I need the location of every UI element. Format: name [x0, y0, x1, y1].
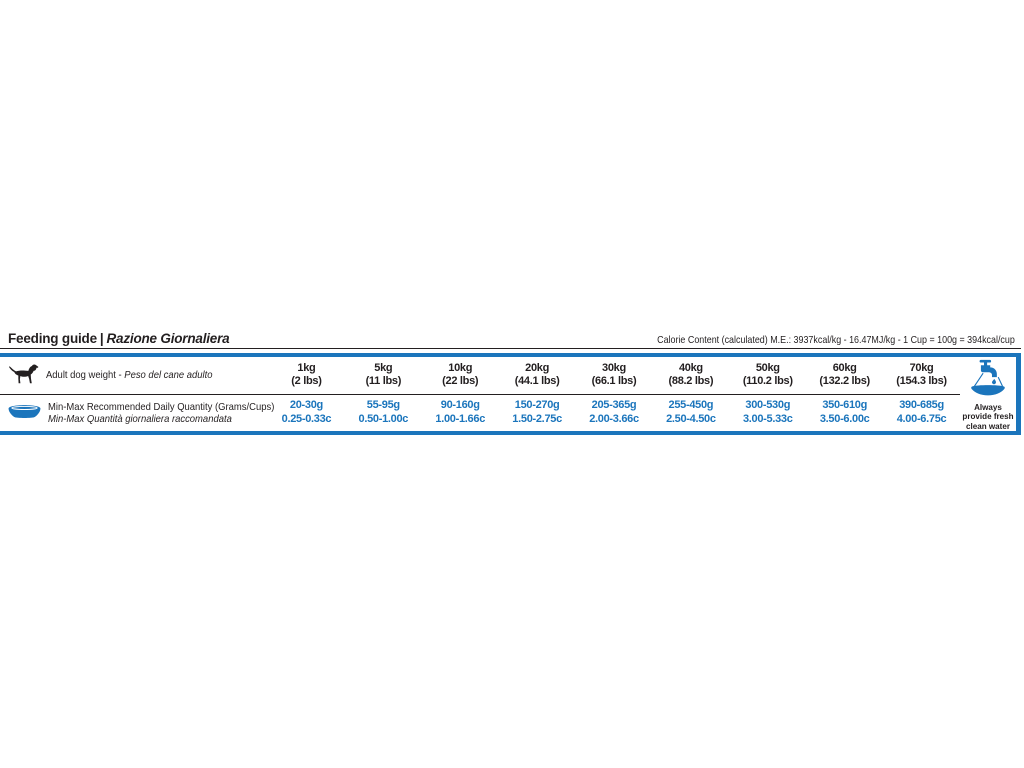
quantity-cell-5kg: 55-95g 0.50-1.00c: [345, 399, 422, 426]
quantity-cell-30kg: 205-365g 2.00-3.66c: [576, 399, 653, 426]
title-italian: Razione Giornaliera: [106, 330, 230, 346]
quantity-grams: 350-610g: [822, 399, 868, 411]
fresh-water-note: Always provide fresh clean water: [962, 401, 1014, 431]
weight-lbs: (2 lbs): [291, 375, 322, 387]
quantity-grams: 150-270g: [514, 399, 560, 411]
weight-label-english: Adult dog weight -: [46, 369, 125, 381]
weight-kg: 20kg: [525, 361, 550, 374]
quantity-label-italian: Min-Max Quantità giornaliera raccomandat…: [48, 412, 232, 425]
quantity-cups: 0.50-1.00c: [358, 412, 409, 425]
title-separator: |: [99, 330, 104, 346]
dog-silhouette-icon: [8, 364, 39, 386]
weight-cell-1kg: 1kg (2 lbs): [268, 362, 345, 389]
feeding-table-main: Adult dog weight - Peso del cane adulto …: [0, 357, 960, 432]
quantity-row: Min-Max Recommended Daily Quantity (Gram…: [0, 395, 960, 430]
quantity-cell-60kg: 350-610g 3.50-6.00c: [806, 399, 883, 426]
quantity-cell-1kg: 20-30g 0.25-0.33c: [268, 399, 345, 426]
feeding-guide-section: Feeding guide | Razione Giornaliera Calori…: [0, 331, 1021, 435]
weight-cell-5kg: 5kg (11 lbs): [345, 362, 422, 389]
weight-lbs: (22 lbs): [442, 375, 479, 387]
weight-kg: 40kg: [678, 361, 703, 374]
quantity-grams: 90-160g: [440, 399, 480, 411]
weight-row-label: Adult dog weight - Peso del cane adulto: [0, 364, 268, 386]
quantity-grams: 300-530g: [745, 399, 791, 411]
food-bowl-icon: [8, 405, 41, 420]
weight-kg: 5kg: [374, 361, 393, 374]
weight-row: Adult dog weight - Peso del cane adulto …: [0, 357, 960, 394]
weight-lbs: (44.1 lbs): [514, 375, 560, 387]
quantity-grams: 255-450g: [668, 399, 714, 411]
quantity-cups: 3.00-5.33c: [742, 412, 793, 425]
quantity-cups: 0.25-0.33c: [281, 412, 332, 425]
quantity-grams: 390-685g: [899, 399, 944, 411]
water-tap-icon: [968, 359, 1008, 403]
quantity-cups: 3.50-6.00c: [819, 412, 870, 425]
weight-lbs: (154.3 lbs): [896, 375, 947, 387]
weight-lbs: (66.1 lbs): [591, 375, 637, 387]
weight-kg: 10kg: [448, 361, 473, 374]
weight-columns: 1kg (2 lbs) 5kg (11 lbs) 10kg (22 lbs) 20kg (44…: [268, 357, 960, 394]
weight-kg: 30kg: [602, 361, 626, 374]
weight-cell-30kg: 30kg (66.1 lbs): [576, 362, 653, 389]
quantity-cell-20kg: 150-270g 1.50-2.75c: [499, 399, 576, 426]
weight-lbs: (132.2 lbs): [819, 375, 870, 387]
weight-label-italian: Peso del cane adulto: [124, 369, 213, 381]
weight-lbs: (88.2 lbs): [668, 375, 714, 387]
feeding-guide-header: Feeding guide | Razione Giornaliera Calori…: [0, 331, 1021, 349]
row-divider-line: [0, 393, 960, 395]
weight-row-label-text: Adult dog weight - Peso del cane adulto: [46, 369, 213, 381]
quantity-cell-50kg: 300-530g 3.00-5.33c: [729, 399, 806, 426]
weight-cell-60kg: 60kg (132.2 lbs): [806, 362, 883, 389]
quantity-cups: 2.50-4.50c: [666, 412, 716, 425]
calorie-content-note: Calorie Content (calculated) M.E.: 3937k…: [657, 333, 1015, 346]
quantity-cups: 4.00-6.75c: [896, 412, 947, 425]
weight-kg: 50kg: [755, 361, 780, 374]
quantity-grams: 55-95g: [366, 399, 400, 411]
weight-cell-10kg: 10kg (22 lbs): [422, 362, 499, 389]
weight-lbs: (110.2 lbs): [742, 375, 793, 387]
fresh-water-column: Always provide fresh clean water: [960, 357, 1016, 432]
weight-cell-70kg: 70kg (154.3 lbs): [883, 362, 960, 389]
weight-kg: 60kg: [832, 361, 857, 374]
weight-cell-20kg: 20kg (44.1 lbs): [499, 362, 576, 389]
quantity-grams: 205-365g: [591, 399, 637, 411]
quantity-columns: 20-30g 0.25-0.33c 55-95g 0.50-1.00c 90-160g 1…: [268, 395, 960, 430]
title-english: Feeding guide: [8, 330, 97, 346]
quantity-cell-10kg: 90-160g 1.00-1.66c: [422, 399, 499, 426]
weight-cell-50kg: 50kg (110.2 lbs): [729, 362, 806, 389]
quantity-cups: 2.00-3.66c: [589, 412, 639, 425]
quantity-grams: 20-30g: [289, 399, 323, 411]
quantity-cell-40kg: 255-450g 2.50-4.50c: [652, 399, 729, 426]
quantity-label-english: Min-Max Recommended Daily Quantity (Gram…: [48, 400, 275, 413]
quantity-cups: 1.00-1.66c: [435, 412, 486, 425]
quantity-row-label-text: Min-Max Recommended Daily Quantity (Gram…: [48, 401, 274, 425]
weight-lbs: (11 lbs): [365, 375, 402, 387]
weight-kg: 1kg: [297, 361, 316, 374]
weight-cell-40kg: 40kg (88.2 lbs): [652, 362, 729, 389]
feeding-table: Adult dog weight - Peso del cane adulto …: [0, 352, 1021, 435]
quantity-cups: 1.50-2.75c: [512, 412, 562, 425]
section-title: Feeding guide | Razione Giornaliera: [8, 330, 230, 346]
quantity-row-label: Min-Max Recommended Daily Quantity (Gram…: [0, 401, 274, 425]
weight-kg: 70kg: [909, 361, 934, 374]
quantity-cell-70kg: 390-685g 4.00-6.75c: [883, 399, 960, 426]
